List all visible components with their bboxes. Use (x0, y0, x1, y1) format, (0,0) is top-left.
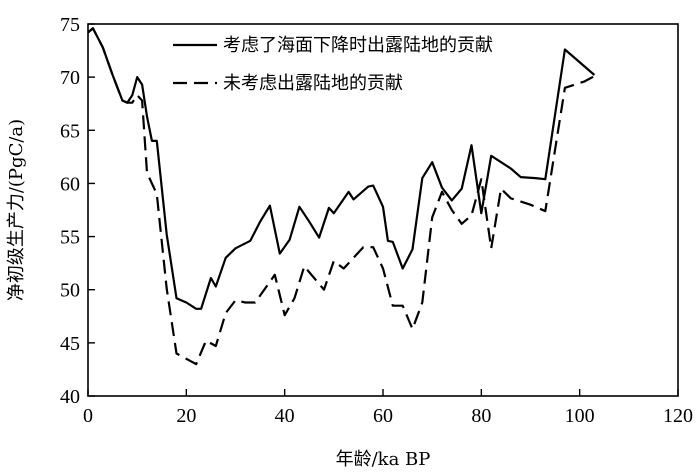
y-tick-label: 65 (60, 120, 80, 142)
series-line-dashed (87, 27, 595, 366)
x-axis-title: 年龄/ka BP (336, 449, 431, 470)
legend: 考虑了海面下降时出露陆地的贡献 未考虑出露陆地的贡献 (173, 35, 493, 94)
y-tick-label: 75 (60, 14, 80, 36)
x-tick-label: 120 (663, 405, 693, 427)
series-lines (87, 27, 596, 366)
legend-label-series-2: 未考虑出露陆地的贡献 (223, 73, 403, 94)
legend-label-series-1: 考虑了海面下降时出露陆地的贡献 (223, 35, 493, 56)
x-tick-label: 40 (275, 405, 295, 427)
y-tick-label: 40 (60, 386, 80, 408)
axis-ticks: 0 20 40 60 80 100 120 40 45 50 55 60 65 70 75 (60, 14, 693, 427)
x-tick-label: 0 (83, 405, 93, 427)
y-tick-label: 45 (60, 333, 80, 355)
y-tick-label: 55 (60, 227, 80, 249)
y-tick-label: 60 (60, 173, 80, 195)
x-tick-label: 20 (176, 405, 196, 427)
x-tick-label: 60 (373, 405, 393, 427)
x-tick-label: 100 (565, 405, 595, 427)
y-axis-title: 净初级生产力/(PgC/a) (6, 119, 27, 301)
x-tick-label: 80 (471, 405, 491, 427)
series-line-solid (87, 27, 596, 310)
y-tick-label: 70 (60, 67, 80, 89)
y-tick-label: 50 (60, 280, 80, 302)
